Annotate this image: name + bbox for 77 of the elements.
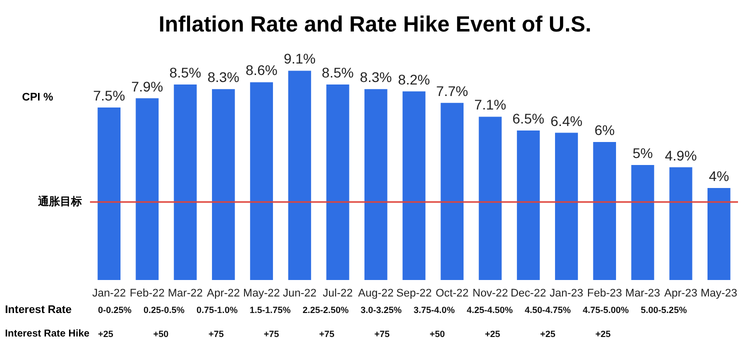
data-label: 4% [708,168,730,184]
bar [478,116,502,280]
y-axis-title: CPI % [22,92,54,104]
text: 0-0.25% [98,305,132,315]
x-tick-label: Jan-22 [92,288,126,300]
bar [555,132,578,280]
text: +75 [264,329,280,339]
bar [631,165,654,280]
x-tick-label: Sep-22 [396,288,432,300]
data-label: 6.4% [550,112,582,129]
text: +50 [153,329,169,339]
bar [212,89,235,280]
text: Interest Rate [5,304,72,316]
text: +50 [430,329,445,339]
text: +25 [595,329,611,339]
text: 0.75-1.0% [196,305,238,315]
text: 3.75-4.0% [414,305,455,315]
data-label: 8.5% [322,64,354,80]
bar [250,82,273,280]
bar [516,130,540,280]
bar [708,188,730,280]
x-tick-label: Oct-22 [436,288,469,300]
x-tick-label: Mar-23 [625,288,660,300]
x-tick-label: Jan-23 [550,288,584,300]
data-label: 7.9% [131,78,164,94]
data-label: 7.7% [436,82,468,99]
text: 5.00-5.25% [640,305,687,315]
bar [364,89,388,280]
text: +25 [540,329,556,339]
x-tick-label: Dec-22 [510,288,546,300]
text: 4.50-4.75% [524,305,571,315]
bar [402,91,426,280]
data-label: 4.9% [664,147,697,164]
x-tick-label: Feb-22 [130,288,165,300]
bar [98,108,120,280]
data-label: 8.2% [398,71,430,88]
text: 2.25-2.50% [302,305,349,315]
text: 3.0-3.25% [360,305,402,315]
bar [669,167,692,280]
chart-title: Inflation Rate and Rate Hike Event of U.S. [158,12,592,36]
bar [136,98,159,280]
text: +25 [98,329,114,339]
data-label: 6% [594,122,615,138]
data-label: 8.5% [169,64,202,80]
ref-line-label: 通胀目标 [37,194,82,208]
text: 1.5-1.75% [250,305,291,315]
x-tick-label: Nov-22 [472,288,508,300]
bar [174,84,197,280]
data-label: 7.1% [474,96,506,113]
bar [288,70,312,280]
text: 4.75-5.00% [582,305,629,315]
text: Interest Rate Hike [5,328,90,340]
data-label: 8.3% [360,69,392,86]
x-tick-label: Apr-23 [664,288,698,300]
x-tick-label: Mar-22 [168,288,203,300]
data-label: 9.1% [284,50,316,67]
text: +75 [374,329,390,339]
bar [326,84,350,280]
data-label: 8.6% [246,62,278,78]
data-label: 8.3% [207,69,240,86]
text: +75 [208,329,224,339]
text: +25 [484,329,500,339]
x-tick-label: Feb-23 [587,288,622,300]
text: +75 [319,329,334,339]
data-label: 7.5% [93,88,126,104]
x-tick-label: Apr-22 [206,288,240,300]
text: 4.25-4.50% [466,305,513,315]
data-label: 5% [632,145,653,161]
bar [440,102,464,280]
x-tick-label: Jun-22 [282,288,316,300]
x-tick-label: May-23 [700,288,738,300]
bar [593,142,616,280]
data-label: 6.5% [512,110,544,126]
x-tick-label: Jul-22 [322,288,353,300]
x-tick-label: Aug-22 [358,288,394,300]
x-tick-label: May-22 [243,288,280,300]
text: 0.25-0.5% [144,305,185,315]
